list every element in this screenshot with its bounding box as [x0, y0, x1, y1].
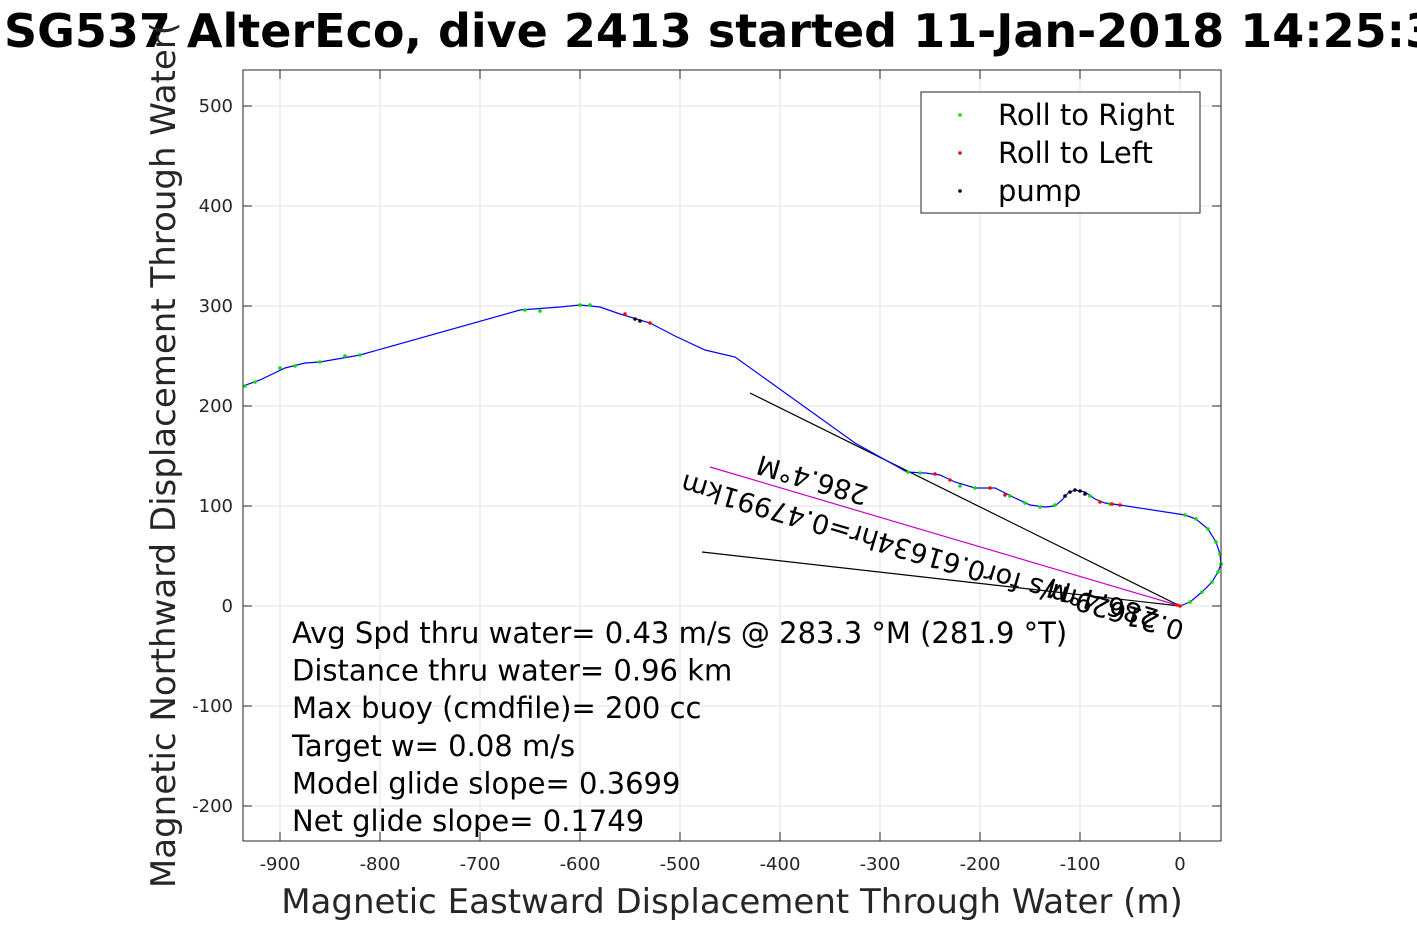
x-tick-label: -300	[860, 854, 901, 875]
roll-right-point	[293, 364, 297, 368]
x-tick-label: -900	[260, 854, 301, 875]
y-axis-label: Magnetic Northward Displacement Through …	[144, 22, 184, 888]
roll-right-point	[1183, 513, 1187, 517]
plot-frame	[242, 69, 1222, 842]
legend-marker-roll-left	[958, 151, 962, 155]
roll-left-point	[1118, 503, 1122, 507]
y-tick-label: 500	[199, 96, 233, 117]
roll-right-point	[1053, 503, 1057, 507]
x-tick-label: -100	[1060, 854, 1101, 875]
roll-right-point	[1216, 570, 1220, 574]
legend-label-pump: pump	[998, 174, 1081, 208]
x-tick-label: -400	[760, 854, 801, 875]
x-tick-label: -800	[360, 854, 401, 875]
roll-left-point	[988, 486, 992, 490]
x-tick-label: -600	[560, 854, 601, 875]
ticks: -900 -800 -700 -600 -500 -400 -300 -200 -100 0 -20…	[192, 70, 1221, 875]
roll-left-point	[1003, 493, 1007, 497]
pump-point	[1063, 494, 1067, 498]
roll-right-point	[523, 308, 527, 312]
legend: Roll to Right Roll to Left pump	[920, 91, 1201, 214]
roll-right-point	[1206, 527, 1210, 531]
annotations: Avg Spd thru water= 0.43 m/s @ 283.3 °M …	[291, 616, 1067, 838]
x-tick-label: 0	[1174, 854, 1185, 875]
roll-right-point	[918, 471, 922, 475]
roll-right-point	[1194, 517, 1198, 521]
y-tick-label: -100	[192, 696, 233, 717]
annotation-line: Target w= 0.08 m/s	[291, 729, 575, 763]
roll-right-point	[958, 484, 962, 488]
y-tick-label: 0	[222, 596, 233, 617]
annotation-line: Distance thru water= 0.96 km	[292, 654, 732, 688]
y-tick-label: 300	[199, 296, 233, 317]
roll-left-point	[948, 478, 952, 482]
y-tick-label: -200	[192, 796, 233, 817]
annotation-line: Max buoy (cmdfile)= 200 cc	[292, 691, 701, 725]
pump-point	[1078, 489, 1082, 493]
pump-point	[633, 317, 637, 321]
roll-right-point	[538, 309, 542, 313]
roll-right-point	[278, 366, 282, 370]
roll-right-point	[1038, 505, 1042, 509]
roll-left-point	[933, 472, 937, 476]
reference-line	[749, 392, 1181, 607]
roll-left-point	[623, 312, 627, 316]
roll-left-point	[1175, 603, 1179, 607]
x-tick-label: -700	[460, 854, 501, 875]
y-tick-label: 100	[199, 496, 233, 517]
pump-point	[1083, 492, 1087, 496]
reference-lines	[701, 392, 1181, 607]
reference-line	[701, 551, 1181, 607]
roll-right-point	[973, 486, 977, 490]
roll-right-point	[588, 303, 592, 307]
x-tick-label: -200	[960, 854, 1001, 875]
x-axis-label: Magnetic Eastward Displacement Through W…	[281, 882, 1183, 922]
legend-marker-pump	[958, 189, 962, 193]
pump-point	[638, 319, 642, 323]
roll-left-point	[1098, 500, 1102, 504]
legend-box	[920, 91, 1201, 214]
roll-right-point	[1200, 590, 1204, 594]
roll-left-point	[648, 321, 652, 325]
annotation-line: Net glide slope= 0.1749	[292, 804, 644, 838]
legend-label-roll-left: Roll to Left	[998, 136, 1153, 170]
x-tick-label: -500	[660, 854, 701, 875]
track-line	[242, 304, 1222, 607]
roll-left-point	[1110, 502, 1114, 506]
chart-title: SG537 AlterEco, dive 2413 started 11-Jan…	[4, 4, 1417, 58]
roll-right-point	[1188, 600, 1192, 604]
pump-point	[1068, 490, 1072, 494]
legend-marker-roll-right	[958, 113, 962, 117]
roll-left-point	[1178, 604, 1182, 608]
roll-right-point	[343, 354, 347, 358]
pump-point	[1073, 488, 1077, 492]
y-tick-label: 200	[199, 396, 233, 417]
roll-right-point	[243, 384, 247, 388]
heading-line	[709, 466, 1181, 607]
roll-right-point	[578, 303, 582, 307]
roll-right-point	[906, 470, 910, 474]
roll-right-point	[1210, 580, 1214, 584]
roll-right-point	[1023, 501, 1027, 505]
roll-right-point	[318, 360, 322, 364]
roll-right-point	[1088, 494, 1092, 498]
dive-track	[242, 304, 1222, 607]
roll-right-point	[253, 380, 257, 384]
annotation-line: Model glide slope= 0.3699	[292, 766, 680, 800]
y-tick-label: 400	[199, 196, 233, 217]
roll-points	[243, 303, 1223, 608]
roll-right-point	[358, 353, 362, 357]
roll-right-point	[1008, 494, 1012, 498]
legend-label-roll-right: Roll to Right	[998, 98, 1175, 132]
roll-right-point	[1214, 540, 1218, 544]
annotation-line: Avg Spd thru water= 0.43 m/s @ 283.3 °M …	[292, 616, 1067, 650]
